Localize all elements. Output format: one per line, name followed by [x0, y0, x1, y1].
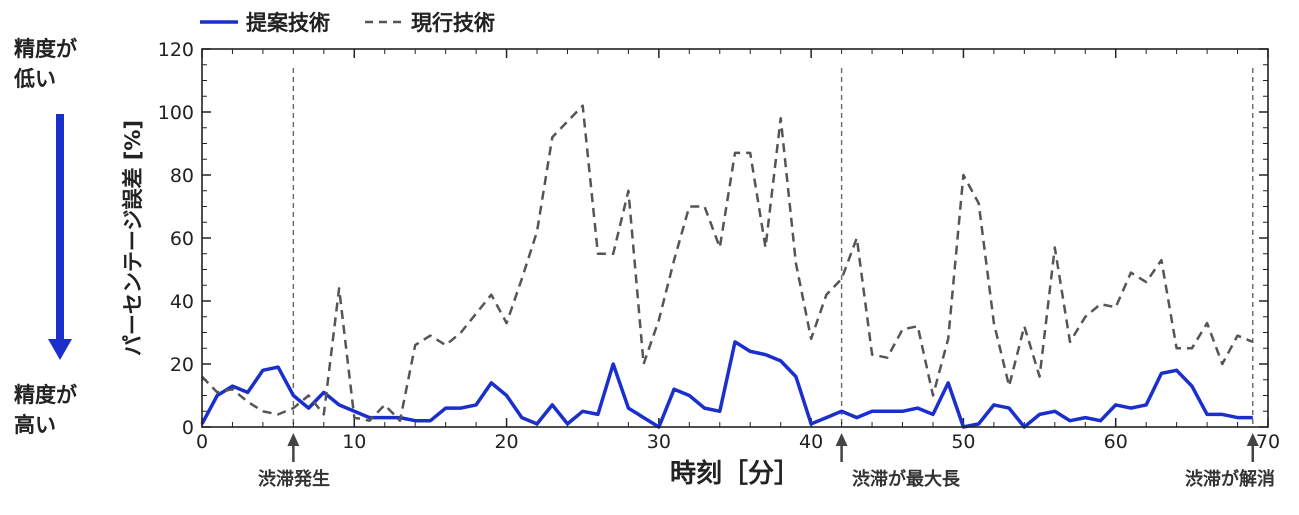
accuracy-low-label: 精度が 低い	[14, 34, 124, 94]
event-arrow-head-2	[835, 433, 848, 446]
x-tick-label: 20	[494, 431, 518, 453]
x-tick-label: 70	[1256, 431, 1280, 453]
x-tick-label: 50	[951, 431, 975, 453]
y-tick-label: 80	[170, 165, 194, 187]
series-line-1	[200, 340, 1253, 429]
y-tick-label: 100	[158, 102, 194, 124]
x-tick-label: 40	[799, 431, 823, 453]
y-tick-label: 0	[182, 417, 194, 439]
x-tick-label: 10	[342, 431, 366, 453]
event-label-1: 渋滞発生	[258, 468, 330, 490]
y-tick-label: 60	[170, 228, 194, 250]
y-tick-label: 20	[170, 354, 194, 376]
y-tick-label: 40	[170, 291, 194, 313]
accuracy-low-line2: 低い	[14, 67, 56, 91]
legend-label-2: 現行技術	[411, 11, 495, 35]
event-label-3: 渋滞が解消	[1185, 468, 1275, 490]
event-label-2: 渋滞が最大長	[852, 468, 961, 490]
accuracy-high-label: 精度が 高い	[14, 380, 124, 440]
legend-label-1: 提案技術	[246, 11, 330, 35]
plot-frame	[201, 48, 1269, 428]
event-arrow-head-1	[287, 433, 300, 446]
x-tick-label: 60	[1104, 431, 1128, 453]
y-axis-title: パーセンテージ誤差 [%]	[121, 120, 145, 356]
accuracy-high-line1: 精度が	[14, 383, 77, 407]
x-tick-label: 30	[647, 431, 671, 453]
event-arrow-head-3	[1246, 433, 1259, 446]
x-axis-title: 時刻［分］	[670, 458, 800, 489]
accuracy-arrow-shaft	[56, 114, 64, 339]
x-tick-label: 0	[196, 431, 208, 453]
accuracy-low-line1: 精度が	[14, 37, 77, 61]
accuracy-arrow-head	[48, 339, 72, 360]
series-line-2	[201, 104, 1254, 422]
accuracy-high-line2: 高い	[14, 413, 56, 437]
y-tick-label: 120	[158, 39, 194, 61]
